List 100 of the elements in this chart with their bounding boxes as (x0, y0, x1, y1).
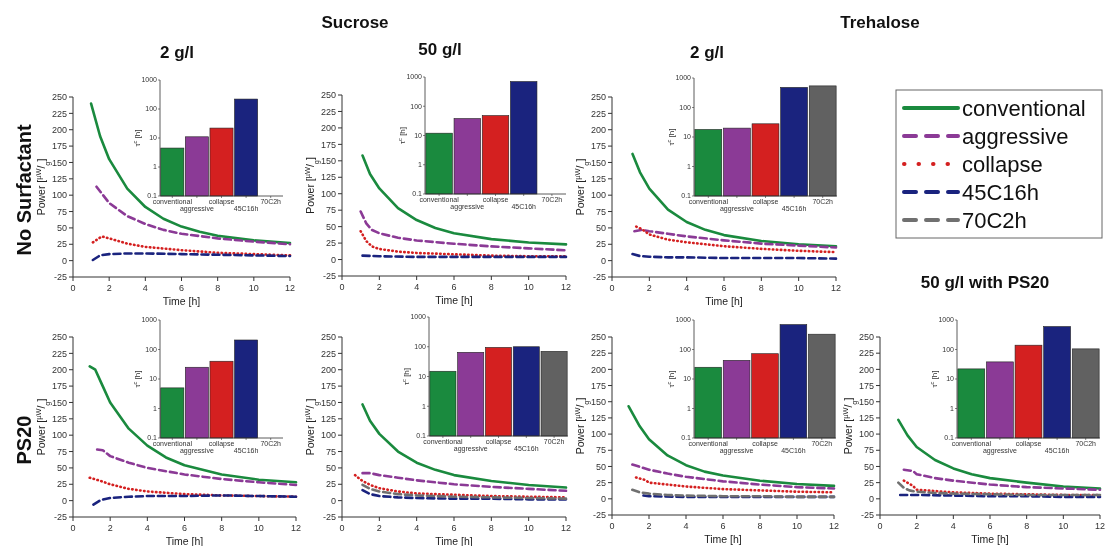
line-series (633, 228, 838, 249)
x-tick-label: 8 (1024, 521, 1030, 531)
y-tick-label: 225 (51, 348, 67, 359)
line-series (91, 252, 292, 262)
x-tick-label: 12 (1094, 521, 1106, 531)
x-axis-title: Time [h] (704, 533, 742, 545)
y-tick-label: 0 (600, 493, 606, 504)
y-tick-label: 75 (56, 206, 67, 217)
y-tick-label: 250 (51, 92, 67, 103)
y-tick-label: 250 (590, 92, 606, 103)
x-tick-label: 0 (877, 521, 883, 531)
y-tick-label: 50 (56, 223, 67, 234)
y-tick-label: 175 (590, 380, 606, 391)
x-tick-label: 0 (339, 523, 345, 533)
y-tick-label: 50 (863, 461, 874, 472)
y-tick-label: 75 (595, 445, 606, 456)
y-tick-label: -25 (860, 510, 874, 521)
y-tick-label: 75 (325, 205, 336, 216)
x-tick-label: 2 (107, 523, 113, 533)
x-tick-label: 8 (758, 283, 764, 293)
x-tick-label: 6 (721, 283, 727, 293)
line-series (631, 463, 836, 490)
x-tick-label: 10 (253, 523, 264, 533)
y-tick-label: 200 (590, 124, 606, 135)
y-tick-label: 200 (858, 364, 874, 375)
y-tick-label: 200 (320, 123, 336, 134)
y-tick-label: 50 (325, 463, 336, 474)
line-series (92, 494, 298, 506)
y-tick-label: 150 (858, 396, 874, 407)
text: Trehalose (840, 12, 920, 32)
y-tick-label: 0 (868, 493, 874, 504)
y-tick-label: 225 (320, 348, 336, 359)
y-tick-label: 175 (858, 380, 874, 391)
y-tick-label: 225 (590, 348, 606, 359)
y-tick-label: 225 (858, 348, 874, 359)
y-tick-label: 100 (320, 430, 336, 441)
y-tick-label: 25 (595, 239, 606, 250)
line-series (359, 210, 568, 252)
y-tick-label: 75 (325, 446, 336, 457)
x-tick-label: 2 (106, 283, 112, 293)
x-tick-label: 10 (523, 282, 534, 292)
y-tick-label: 75 (863, 445, 874, 456)
x-tick-label: 6 (987, 521, 993, 531)
x-tick-label: 0 (70, 283, 76, 293)
x-tick-label: 2 (376, 523, 382, 533)
y-tick-label: 0 (61, 495, 67, 506)
x-tick-label: 4 (683, 521, 689, 531)
line-series (88, 365, 298, 484)
y-tick-label: 100 (51, 190, 67, 201)
y-tick-label: -25 (592, 272, 606, 283)
y-tick-label: 50 (595, 461, 606, 472)
y-tick-label: 200 (51, 364, 67, 375)
line-series (361, 471, 568, 493)
y-tick-label: 125 (51, 173, 67, 184)
y-tick-label: 175 (320, 139, 336, 150)
x-tick-label: 12 (284, 283, 296, 293)
line-series (95, 448, 298, 487)
legend-label: conventional (962, 95, 1086, 121)
line-series (89, 102, 292, 245)
x-tick-label: 4 (684, 283, 690, 293)
y-tick-label: 75 (56, 446, 67, 457)
y-tick-label: 25 (325, 238, 336, 249)
y-tick-label: 250 (51, 332, 67, 343)
y-tick-label: 125 (320, 413, 336, 424)
y-tick-label: 175 (320, 381, 336, 392)
y-tick-label: 175 (51, 141, 67, 152)
line-series (361, 483, 568, 500)
x-tick-label: 12 (560, 523, 572, 533)
line-series (359, 229, 568, 258)
chart-title: 2 g/l (689, 43, 725, 62)
y-tick-label: 125 (51, 413, 67, 424)
y-tick-label: 25 (863, 477, 874, 488)
y-tick-label: 175 (590, 141, 606, 152)
x-tick-label: 2 (376, 282, 382, 292)
y-tick-label: 75 (595, 206, 606, 217)
text: No Surfactant (13, 124, 35, 256)
y-tick-label: 100 (590, 429, 606, 440)
x-tick-label: 2 (646, 521, 652, 531)
y-tick-label: -25 (592, 510, 606, 521)
legend-label: aggressive (962, 123, 1069, 149)
x-tick-label: 12 (560, 282, 572, 292)
y-tick-label: 200 (51, 124, 67, 135)
x-tick-label: 8 (219, 523, 225, 533)
x-tick-label: 8 (757, 521, 763, 531)
x-tick-label: 2 (914, 521, 920, 531)
y-tick-label: 150 (320, 397, 336, 408)
x-tick-label: 4 (144, 523, 150, 533)
x-tick-label: 0 (609, 521, 615, 531)
line-series (361, 488, 568, 501)
x-tick-label: 6 (451, 523, 457, 533)
x-tick-label: 10 (523, 523, 534, 533)
x-axis-title: Time [h] (435, 294, 473, 306)
chart-title: 50 g/l (418, 40, 462, 59)
chart-title: 50 g/l with PS20 (920, 273, 1050, 292)
x-tick-label: 10 (1058, 521, 1069, 531)
y-tick-label: 0 (330, 254, 336, 265)
y-tick-label: 150 (51, 397, 67, 408)
x-tick-label: 4 (950, 521, 956, 531)
chart-title: 2 g/l (159, 43, 195, 62)
y-tick-label: 225 (590, 108, 606, 119)
